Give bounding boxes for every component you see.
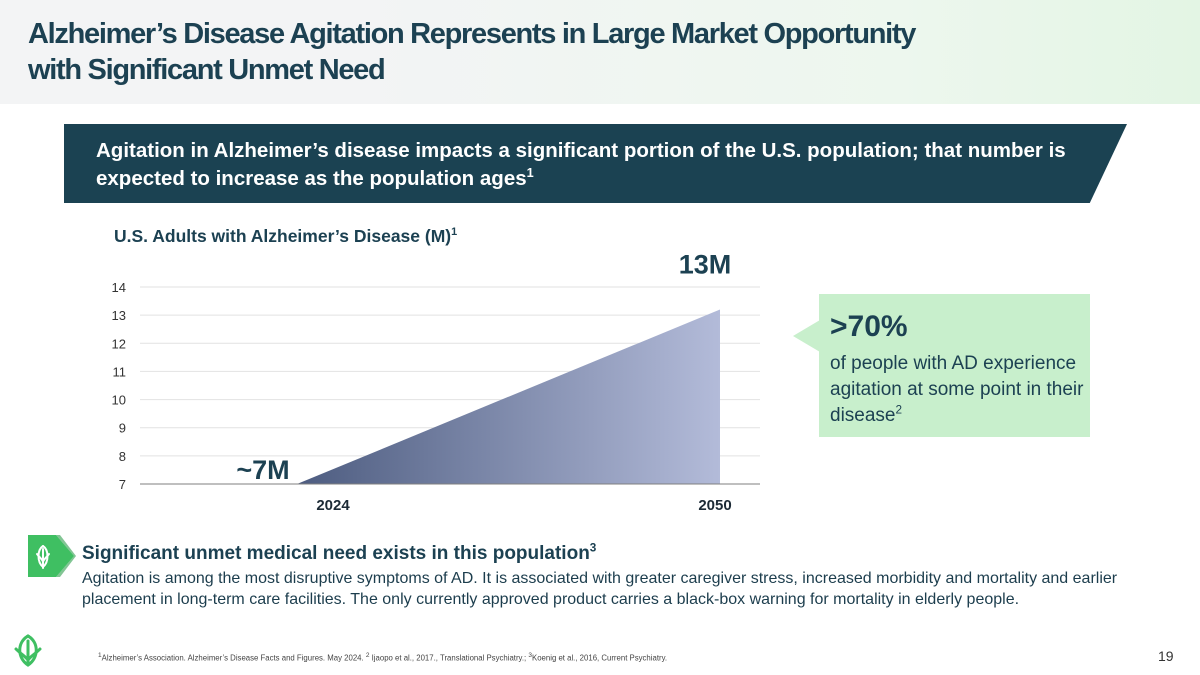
y-tick-label: 11 [113, 364, 127, 379]
data-label-2050: 13M [679, 250, 732, 280]
leaf-logo-icon [28, 535, 76, 577]
chart-title: U.S. Adults with Alzheimer’s Disease (M)… [114, 226, 457, 247]
footnote-ref-3: 3 [528, 652, 532, 659]
unmet-need-body: Agitation is among the most disruptive s… [82, 570, 1118, 608]
footnote-ref-2: 2 [365, 652, 370, 659]
y-tick-label: 12 [112, 336, 126, 351]
callout-footnote-ref: 2 [895, 403, 903, 417]
key-message-body: Agitation in Alzheimer’s disease impacts… [96, 139, 1066, 190]
footnote-1: Alzheimer’s Association. Alzheimer’s Dis… [101, 653, 366, 663]
data-label-2024: ~7M [236, 455, 289, 485]
slide-title: Alzheimer’s Disease Agitation Represents… [28, 16, 1028, 88]
company-logo-icon [14, 634, 42, 667]
unmet-need-title: Significant unmet medical need exists in… [82, 541, 597, 565]
y-tick-label: 13 [112, 308, 126, 323]
chart-area-series [297, 309, 720, 484]
slide-title-line2: with Significant Unmet Need [28, 54, 386, 86]
chart-x-axis: 2024 2050 [316, 497, 731, 514]
y-tick-label: 14 [112, 280, 126, 295]
y-tick-label: 9 [119, 421, 126, 436]
key-message-footnote-ref: 1 [526, 165, 534, 181]
chart-y-axis: 7 8 9 10 11 12 13 14 [112, 280, 126, 492]
x-tick-label-2050: 2050 [698, 497, 731, 514]
callout-percent: >70% [830, 310, 908, 343]
page-number: 19 [1158, 648, 1174, 664]
title-band [0, 0, 1200, 104]
unmet-need-title-text: Significant unmet medical need exists in… [82, 543, 590, 564]
callout-description: of people with AD experience agitation a… [830, 351, 1085, 429]
key-message-text: Agitation in Alzheimer’s disease impacts… [96, 137, 1106, 193]
agitation-callout-box [819, 294, 1090, 437]
chart-data-labels: ~7M 13M [236, 250, 731, 485]
footnotes: 1Alzheimer’s Association. Alzheimer’s Di… [98, 652, 667, 663]
y-tick-label: 10 [112, 393, 126, 408]
chart-title-text: U.S. Adults with Alzheimer’s Disease (M) [114, 226, 452, 246]
callout-text: of people with AD experience agitation a… [830, 353, 1084, 426]
unmet-need-footnote-ref: 3 [589, 541, 597, 555]
slide-title-line1: Alzheimer’s Disease Agitation Represents… [28, 18, 916, 50]
key-message-banner [64, 124, 1127, 203]
footnote-ref-1: 1 [98, 652, 102, 659]
y-tick-label: 7 [119, 477, 126, 492]
chart-title-footnote-ref: 1 [451, 226, 458, 239]
x-tick-label-2024: 2024 [316, 497, 350, 514]
footnote-2: Ijaopo et al., 2017., Translational Psyc… [369, 653, 529, 663]
callout-pointer [793, 320, 820, 352]
y-tick-label: 8 [119, 449, 126, 464]
footnote-3: Koenig et al., 2016, Current Psychiatry. [532, 653, 668, 663]
